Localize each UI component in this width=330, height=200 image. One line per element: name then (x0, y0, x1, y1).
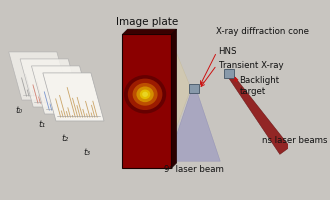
Polygon shape (227, 72, 290, 154)
Text: t₂: t₂ (61, 134, 68, 143)
Ellipse shape (133, 83, 158, 106)
Polygon shape (168, 93, 220, 161)
Polygon shape (31, 66, 93, 114)
Polygon shape (122, 29, 177, 34)
Ellipse shape (142, 92, 148, 97)
Bar (189, 84, 199, 93)
Ellipse shape (140, 90, 150, 99)
Polygon shape (43, 73, 104, 121)
Polygon shape (122, 34, 171, 168)
Polygon shape (20, 59, 81, 107)
Ellipse shape (128, 79, 162, 110)
Text: t₀: t₀ (16, 106, 23, 115)
Text: X-ray diffraction cone: X-ray diffraction cone (216, 27, 309, 36)
Text: HNS: HNS (218, 47, 237, 56)
Polygon shape (177, 53, 189, 127)
Polygon shape (171, 29, 177, 168)
Bar (224, 69, 234, 78)
Polygon shape (9, 52, 70, 100)
Text: t₃: t₃ (84, 148, 91, 157)
Text: Transient X-ray: Transient X-ray (218, 61, 283, 70)
Text: Backlight
target: Backlight target (240, 76, 280, 96)
Text: ns laser beams: ns laser beams (262, 136, 328, 145)
Text: Image plate: Image plate (116, 17, 178, 27)
Text: 9ⁿ laser beam: 9ⁿ laser beam (164, 165, 224, 174)
Text: t₁: t₁ (38, 120, 46, 129)
Ellipse shape (124, 75, 166, 114)
Ellipse shape (136, 86, 154, 102)
